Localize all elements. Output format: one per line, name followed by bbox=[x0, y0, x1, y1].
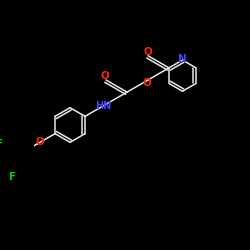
Text: O: O bbox=[143, 78, 152, 88]
Text: O: O bbox=[36, 137, 44, 147]
Text: HN: HN bbox=[95, 101, 112, 111]
Text: N: N bbox=[178, 54, 187, 64]
Text: O: O bbox=[101, 71, 110, 81]
Text: F: F bbox=[0, 139, 3, 149]
Text: F: F bbox=[9, 172, 16, 182]
Text: O: O bbox=[144, 47, 152, 57]
